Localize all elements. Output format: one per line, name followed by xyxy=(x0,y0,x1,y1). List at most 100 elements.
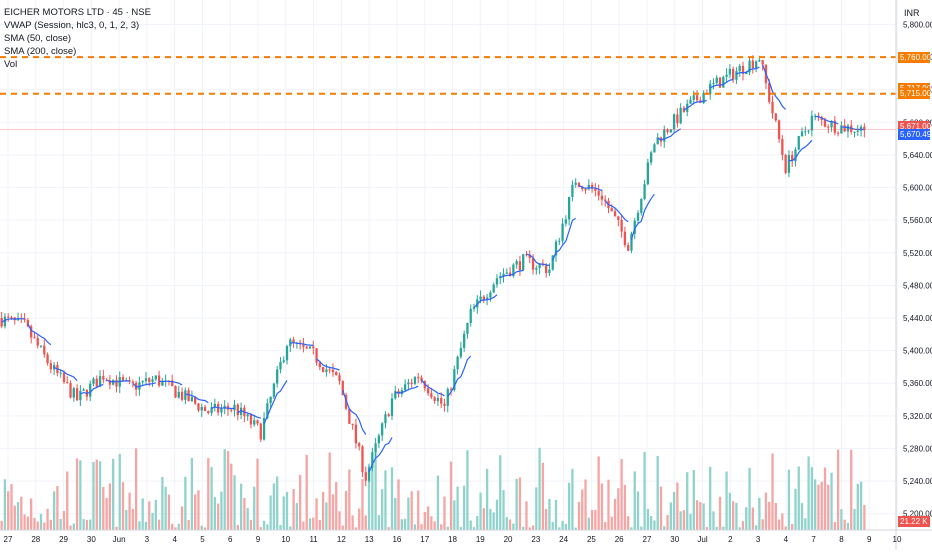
candle-body xyxy=(302,343,305,347)
volume-bar xyxy=(781,513,784,530)
candle-body xyxy=(318,362,321,368)
candle-body xyxy=(89,383,92,397)
candle-body xyxy=(312,346,315,349)
candle-body xyxy=(348,408,351,424)
candle-body xyxy=(141,381,144,383)
volume-bar xyxy=(676,482,679,530)
volume-bar xyxy=(216,503,220,530)
candle-body xyxy=(479,296,482,300)
currency-label[interactable]: INR xyxy=(904,8,920,18)
vwap-tag: 5,670.49 xyxy=(898,128,932,140)
candle-body xyxy=(702,92,705,103)
volume-bar xyxy=(348,469,351,530)
candle-body xyxy=(30,326,33,338)
volume-bar xyxy=(266,524,269,530)
candle-body xyxy=(194,397,197,404)
volume-bar xyxy=(43,522,46,530)
candle-body xyxy=(597,190,600,196)
vwap-segment xyxy=(526,253,550,267)
candle-body xyxy=(653,144,656,153)
candle-body xyxy=(561,223,564,241)
candle-body xyxy=(33,337,36,339)
candle-body xyxy=(92,378,95,384)
vwap-segment xyxy=(342,390,367,435)
volume-bar xyxy=(259,527,262,530)
volume-bar xyxy=(282,496,285,530)
volume-bar xyxy=(377,515,381,530)
volume-bar xyxy=(374,451,377,530)
volume-bar xyxy=(344,490,348,530)
candle-body xyxy=(731,68,735,80)
candle-body xyxy=(358,443,361,447)
volume-bar xyxy=(410,491,413,530)
volume-bar xyxy=(315,498,318,530)
volume-bar xyxy=(643,451,646,530)
candle-body xyxy=(613,211,617,217)
y-tick-label: 5,400.00 xyxy=(903,347,932,356)
volume-bar xyxy=(863,504,866,530)
candle-body xyxy=(781,139,784,155)
volume-bar xyxy=(407,497,410,530)
volume-bar xyxy=(538,447,541,530)
candle-body xyxy=(184,390,187,400)
volume-bar xyxy=(613,498,617,530)
candle-body xyxy=(741,65,745,75)
y-tick-label: 5,480.00 xyxy=(903,281,932,290)
candle-body xyxy=(512,264,515,276)
candle-body xyxy=(52,365,56,370)
x-tick-label: 8 xyxy=(839,535,844,544)
candle-body xyxy=(738,65,741,72)
x-tick-label: 26 xyxy=(615,535,624,544)
volume-bar xyxy=(748,467,751,530)
volume-bar xyxy=(23,514,26,530)
x-tick-label: 3 xyxy=(756,535,761,544)
candle-body xyxy=(814,115,817,117)
chart-legend[interactable]: EICHER MOTORS LTD · 45 · NSE VWAP (Sessi… xyxy=(4,6,151,71)
volume-bar xyxy=(338,511,341,530)
candle-body xyxy=(649,152,653,163)
candle-body xyxy=(82,389,85,391)
volume-bar xyxy=(171,523,174,530)
vwap-segment xyxy=(630,193,655,240)
candle-body xyxy=(558,240,561,242)
x-tick-label: 24 xyxy=(559,535,568,544)
volume-bar xyxy=(207,458,210,530)
candle-body xyxy=(253,420,256,425)
volume-bar xyxy=(102,487,105,530)
volume-bar xyxy=(128,492,131,530)
candle-body xyxy=(361,446,364,473)
volume-bar xyxy=(610,516,613,530)
volume-bar xyxy=(312,517,315,530)
candle-body xyxy=(177,391,180,398)
vwap-segment xyxy=(316,358,340,371)
candle-body xyxy=(758,60,761,62)
volume-bar xyxy=(554,499,558,530)
volume-bar xyxy=(341,525,344,530)
candle-body xyxy=(3,316,7,327)
candle-body xyxy=(554,241,558,256)
volume-bar xyxy=(499,455,502,530)
volume-bar xyxy=(371,465,374,530)
volume-bar xyxy=(623,484,627,530)
volume-bar xyxy=(420,524,423,530)
volume-bar xyxy=(249,519,253,530)
x-tick-label: 9 xyxy=(867,535,872,544)
candle-body xyxy=(617,216,620,220)
x-tick-label: 9 xyxy=(256,535,261,544)
candle-body xyxy=(482,296,485,301)
legend-vwap: VWAP (Session, hlc3, 0, 1, 2, 3) xyxy=(4,20,140,31)
volume-bar xyxy=(131,508,135,530)
vwap-segment xyxy=(1,318,25,323)
candle-body xyxy=(689,99,692,104)
volume-bars xyxy=(0,447,866,530)
volume-bar xyxy=(239,483,243,530)
volume-bar xyxy=(79,460,82,530)
volume-bar xyxy=(184,476,187,530)
volume-bar xyxy=(325,502,328,530)
volume-bar xyxy=(489,508,492,530)
candle-body xyxy=(722,76,725,88)
candle-body xyxy=(453,369,456,391)
volume-bar xyxy=(98,461,102,530)
